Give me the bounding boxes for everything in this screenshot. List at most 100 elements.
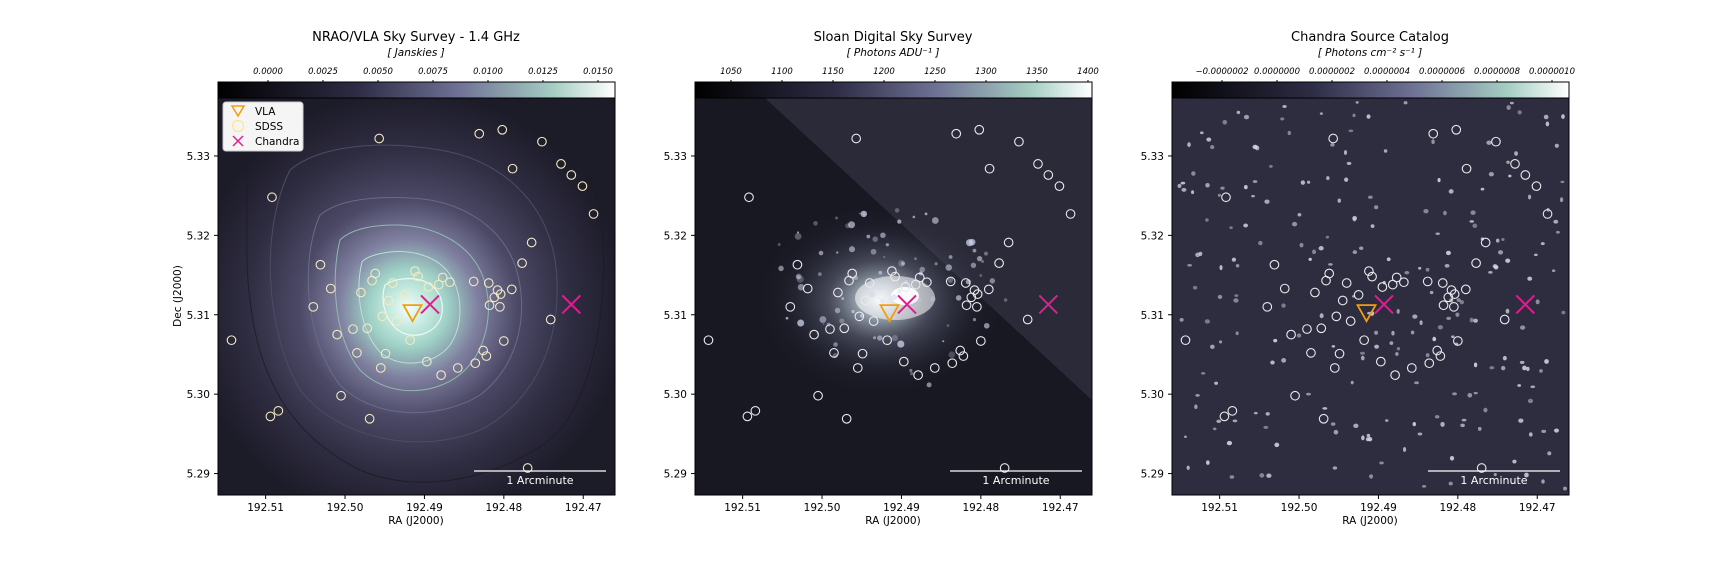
ra-tick-label: 192.51 — [247, 502, 284, 514]
sdss-source-marker — [468, 276, 479, 287]
chandra-source-marker — [420, 294, 440, 315]
xray-point — [1473, 391, 1478, 395]
sdss-source-marker — [1461, 163, 1472, 174]
sdss-source-marker — [898, 356, 909, 367]
xray-point — [1423, 208, 1429, 214]
xray-point — [1218, 340, 1223, 344]
xray-point — [1206, 137, 1212, 142]
dec-tick-label: 5.32 — [664, 230, 687, 242]
sky-blob — [797, 319, 805, 327]
xray-point — [1337, 198, 1341, 203]
xray-point — [1192, 285, 1198, 290]
sdss-source-marker — [273, 405, 284, 416]
xray-point — [1234, 294, 1239, 297]
sky-blob — [869, 291, 876, 298]
sdss-source-marker — [703, 335, 714, 346]
xray-point — [1281, 303, 1286, 308]
dec-tick-label: 5.31 — [187, 310, 210, 322]
xray-point — [1456, 298, 1461, 303]
xray-point — [1495, 238, 1500, 243]
xray-point — [1322, 407, 1328, 410]
xray-point — [1509, 101, 1514, 105]
sdss-source-marker — [1520, 170, 1531, 180]
sky-blob — [897, 219, 902, 224]
sdss-source-marker — [478, 345, 489, 356]
sdss-source-marker — [336, 390, 346, 401]
xray-point — [1539, 369, 1543, 373]
dec-ticks: 5.33 5.32 5.31 5.30 5.29 — [664, 151, 695, 481]
xray-point — [1264, 199, 1270, 204]
xray-point — [1469, 220, 1474, 223]
sky-blob — [870, 248, 877, 255]
sky-blob — [917, 298, 922, 303]
xray-point — [1374, 330, 1379, 335]
sky-blob — [955, 295, 962, 301]
sdss-source-marker — [380, 348, 391, 359]
sdss-source-marker — [522, 463, 533, 473]
colorbar-tick-label: 0.0000008 — [1474, 67, 1521, 77]
colorbar-tick-label: 1300 — [975, 67, 997, 77]
colorbar-unit-label: [ Photons ADU⁻¹ ] — [847, 47, 940, 59]
sdss-source-marker — [1531, 181, 1542, 191]
sdss-source-marker — [1318, 413, 1329, 424]
sdss-source-marker — [1428, 128, 1439, 139]
xray-point — [1216, 419, 1222, 424]
xray-point — [1545, 121, 1550, 127]
colorbar-tick-label: 1050 — [720, 67, 742, 77]
colorbar — [217, 81, 616, 99]
sky-blob — [909, 368, 913, 373]
panel-title: Chandra Source Catalog — [1291, 30, 1449, 45]
xray-point — [1243, 114, 1250, 120]
xray-point — [1446, 316, 1452, 320]
legend-label-sdss: SDSS — [255, 121, 283, 133]
axes-frame — [1171, 97, 1570, 496]
xray-point — [1402, 446, 1407, 452]
sdss-source-marker — [265, 411, 276, 422]
x-icon — [232, 135, 244, 147]
sdss-source-marker — [1180, 335, 1191, 346]
sdss-source-marker — [356, 287, 366, 298]
sdss-source-marker — [332, 329, 342, 340]
sdss-source-marker — [315, 259, 326, 270]
legend-label-chandra: Chandra — [255, 136, 300, 148]
image-chandra — [1172, 98, 1569, 495]
sdss-source-marker — [1406, 363, 1417, 373]
sdss-source-marker — [1391, 272, 1402, 283]
xray-point — [1530, 385, 1536, 389]
panel-sdss: Sloan Digital Sky Survey [ Photons ADU⁻¹… — [664, 30, 1099, 527]
xray-point — [1527, 398, 1534, 404]
xray-point — [1183, 435, 1188, 438]
xray-point — [1528, 194, 1532, 200]
xray-point — [1445, 250, 1451, 256]
sdss-markers — [1180, 124, 1553, 473]
xray-point — [1360, 355, 1365, 361]
xray-point — [1559, 197, 1564, 203]
ra-tick-label: 192.47 — [1042, 502, 1079, 514]
xray-point — [1219, 265, 1223, 271]
chandra-source-marker — [897, 294, 917, 315]
xray-point — [1231, 257, 1237, 262]
xray-point — [1328, 263, 1333, 266]
xray-point — [1274, 442, 1280, 448]
xray-point — [1555, 230, 1560, 234]
sky-blob — [966, 239, 974, 247]
xray-point — [1432, 336, 1437, 342]
xray-point — [1210, 344, 1215, 349]
xray-point — [1449, 456, 1455, 461]
sdss-source-marker — [876, 290, 887, 300]
xray-point — [1517, 110, 1522, 115]
sdss-source-marker — [383, 295, 394, 306]
colorbar-tick-label: 1250 — [924, 67, 946, 77]
sdss-source-marker — [1432, 345, 1443, 356]
xray-point — [1374, 205, 1379, 210]
sdss-source-marker — [495, 289, 506, 299]
sdss-source-marker — [972, 289, 983, 299]
sdss-source-marker — [399, 290, 410, 300]
xray-point — [1403, 101, 1408, 105]
xray-point — [1412, 314, 1418, 319]
sky-blob — [877, 335, 883, 341]
sky-blob — [894, 208, 900, 213]
sky-blob — [981, 260, 984, 263]
xray-point — [1258, 240, 1263, 246]
xray-point — [1253, 411, 1258, 415]
